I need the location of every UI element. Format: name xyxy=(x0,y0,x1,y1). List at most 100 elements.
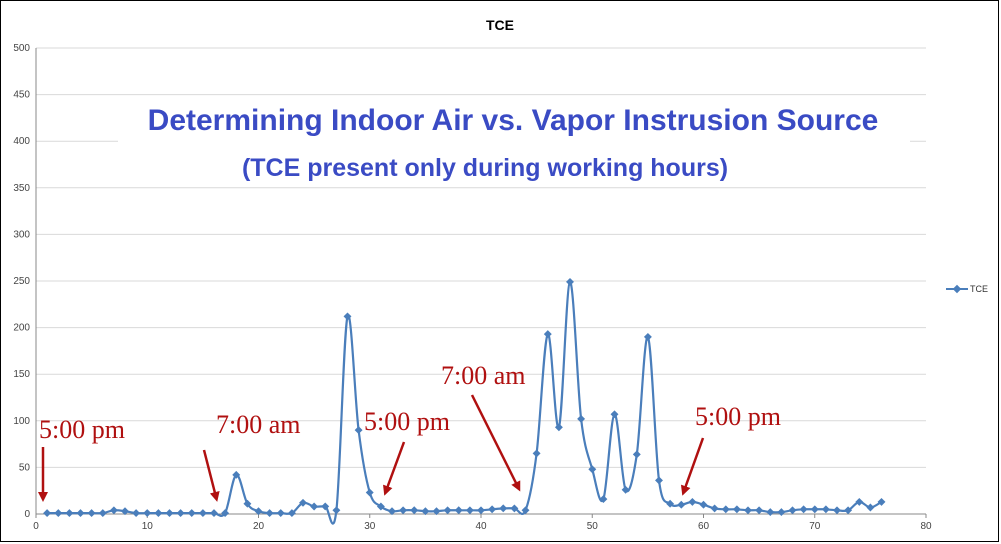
data-point xyxy=(410,506,419,515)
annotation-5pm-2: 5:00 pm xyxy=(364,407,450,436)
arrow-7am-2 xyxy=(470,394,521,492)
data-point xyxy=(343,312,352,321)
data-point xyxy=(454,506,463,515)
data-point xyxy=(321,502,330,511)
data-point xyxy=(744,506,752,515)
data-point xyxy=(432,507,441,516)
x-tick-label: 0 xyxy=(33,521,39,532)
data-point xyxy=(43,509,52,518)
annotation-7am-1: 7:00 am xyxy=(216,410,301,439)
data-point xyxy=(566,277,574,286)
data-point xyxy=(710,504,719,513)
data-point xyxy=(777,508,786,517)
subheading-backdrop xyxy=(210,148,765,184)
data-point xyxy=(655,476,663,485)
data-point xyxy=(388,507,396,516)
annotation-5pm-1: 5:00 pm xyxy=(39,415,125,444)
data-point xyxy=(732,505,741,514)
data-point xyxy=(499,504,508,513)
y-tick-label: 300 xyxy=(13,229,30,240)
data-point xyxy=(588,465,597,474)
y-tick-label: 250 xyxy=(13,276,30,287)
data-point xyxy=(554,423,563,432)
data-point xyxy=(98,509,107,518)
arrow-7am-1 xyxy=(202,449,220,502)
series-layer xyxy=(43,277,886,525)
chart-title: TCE xyxy=(486,17,514,33)
data-point xyxy=(699,500,708,509)
arrow-5pm-2 xyxy=(383,441,406,496)
data-point xyxy=(688,497,697,506)
data-point xyxy=(488,505,497,514)
data-point xyxy=(65,509,74,518)
y-tick-label: 200 xyxy=(13,323,30,334)
data-point xyxy=(132,509,141,518)
y-tick-label: 450 xyxy=(13,90,30,101)
data-point xyxy=(165,509,174,518)
data-point xyxy=(821,505,830,514)
y-tick-label: 0 xyxy=(24,509,30,520)
data-point xyxy=(766,508,775,517)
data-point xyxy=(510,504,519,513)
y-tick-label: 150 xyxy=(13,369,30,380)
data-point xyxy=(833,506,841,515)
annotation-5pm-3: 5:00 pm xyxy=(695,402,781,431)
data-point xyxy=(643,332,652,341)
data-point xyxy=(577,414,586,423)
data-point xyxy=(287,509,296,518)
data-point xyxy=(788,506,797,515)
gridlines xyxy=(36,47,926,468)
y-tick-label: 350 xyxy=(13,183,30,194)
legend-marker xyxy=(952,284,962,294)
x-tick-label: 80 xyxy=(920,521,932,532)
data-point xyxy=(376,502,385,511)
data-point xyxy=(621,485,630,494)
x-tick-label: 70 xyxy=(809,521,821,532)
data-point xyxy=(198,509,207,518)
y-tick-label: 500 xyxy=(13,43,30,54)
data-point xyxy=(265,509,274,518)
data-point xyxy=(310,502,319,511)
data-point xyxy=(143,509,152,517)
data-point xyxy=(543,330,552,339)
data-point xyxy=(866,503,875,512)
y-tick-label: 50 xyxy=(19,462,31,473)
annotation-subheading: (TCE present only during working hours) xyxy=(242,154,728,182)
y-tick-label: 100 xyxy=(13,416,30,427)
data-point xyxy=(477,506,485,515)
data-point xyxy=(666,499,675,508)
data-point xyxy=(54,509,63,518)
data-point xyxy=(354,426,363,435)
data-point xyxy=(187,509,196,517)
data-point xyxy=(532,449,541,458)
heading-backdrop xyxy=(118,98,910,142)
x-tick-label: 60 xyxy=(698,521,710,532)
data-point xyxy=(276,509,285,517)
data-point xyxy=(365,488,374,497)
data-point xyxy=(677,500,686,509)
data-point xyxy=(221,509,230,518)
data-point xyxy=(465,506,474,515)
legend-label: TCE xyxy=(970,284,988,294)
data-point xyxy=(332,506,341,515)
annotation-heading: Determining Indoor Air vs. Vapor Instrus… xyxy=(148,104,879,137)
data-point xyxy=(632,450,641,459)
data-point xyxy=(76,509,85,518)
data-point xyxy=(799,505,808,514)
data-point xyxy=(755,506,764,515)
annotation-7am-2: 7:00 am xyxy=(441,361,526,390)
legend: TCE xyxy=(946,284,988,294)
x-tick-label: 20 xyxy=(253,521,265,532)
data-point xyxy=(109,506,118,515)
data-point xyxy=(610,410,619,419)
data-point xyxy=(176,509,185,518)
data-point xyxy=(855,497,864,506)
data-point xyxy=(399,506,408,515)
y-tick-label: 400 xyxy=(13,136,30,147)
x-tick-label: 30 xyxy=(364,521,376,532)
data-point xyxy=(154,509,163,518)
data-point xyxy=(210,509,218,518)
data-point xyxy=(243,499,252,508)
x-tick-label: 40 xyxy=(475,521,487,532)
